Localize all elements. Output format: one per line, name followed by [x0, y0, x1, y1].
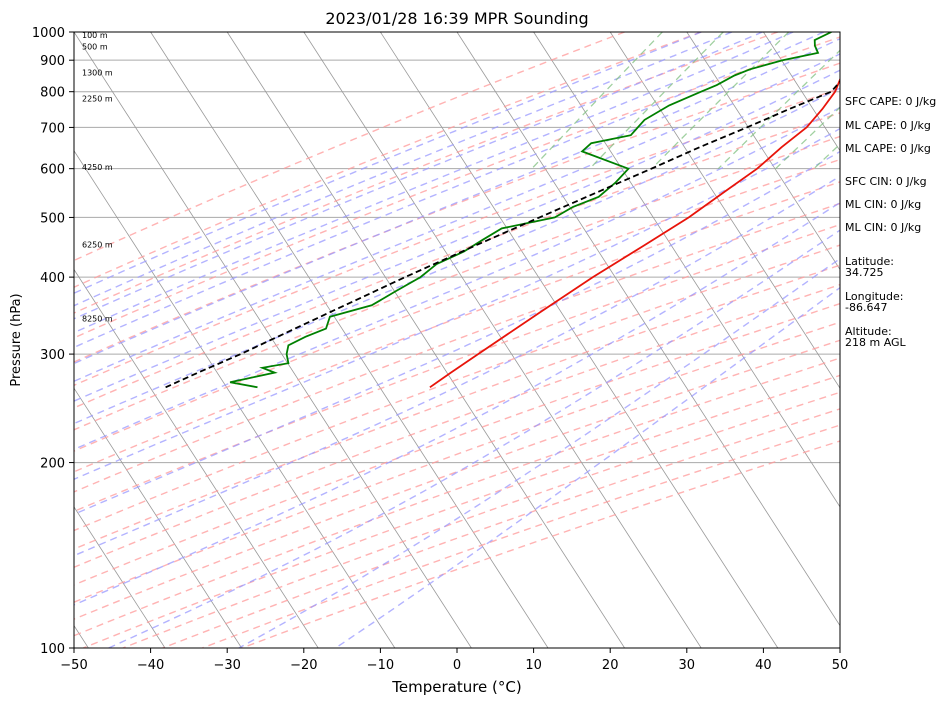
isotherm-line: [380, 32, 779, 648]
moist-adiabat-line: [74, 106, 840, 451]
mixing-ratio-line: [775, 106, 840, 170]
chart-title: 2023/01/28 16:39 MPR Sounding: [325, 9, 588, 28]
dry-adiabat-line: [74, 112, 840, 409]
sounding-stat-item: SFC CIN: 0 J/kg: [845, 175, 927, 188]
x-tick-label: −40: [137, 658, 164, 673]
y-tick-label: 900: [40, 54, 65, 69]
dewpoint-profile-line: [229, 32, 832, 389]
x-axis: −50 −40 −30 −20 −10 0 10 20 30 40 50: [60, 648, 848, 673]
dry-adiabat-line: [82, 374, 840, 648]
height-label: 4250 m: [82, 163, 113, 172]
x-tick-label: −30: [213, 658, 240, 673]
y-tick-label: 800: [40, 86, 65, 101]
height-label: 1300 m: [82, 68, 113, 77]
sounding-stat-item: ML CIN: 0 J/kg: [845, 198, 922, 211]
y-tick-label: 400: [40, 271, 65, 286]
mixing-ratio-line: [651, 32, 790, 170]
x-tick-label: 0: [453, 658, 461, 673]
y-tick-label: 100: [40, 642, 65, 657]
dry-adiabat-line: [202, 424, 840, 648]
sounding-stat-item: Longitude: -86.647: [845, 290, 904, 314]
x-tick-label: 40: [755, 658, 772, 673]
dry-adiabat-line: [74, 62, 840, 363]
y-tick-label: 200: [40, 457, 65, 472]
x-tick-label: 30: [679, 658, 696, 673]
moist-adiabat-line: [74, 32, 825, 349]
isotherm-line: [74, 149, 396, 648]
moist-adiabat-line: [335, 286, 840, 648]
moist-adiabat-line: [74, 32, 763, 320]
sounding-stat-item: Altitude: 218 m AGL: [845, 325, 906, 349]
moist-adiabat-line: [74, 150, 840, 516]
dry-adiabat-line: [74, 158, 840, 452]
sounding-stat-item: SFC CAPE: 0 J/kg: [845, 95, 937, 108]
sounding-stat-item: ML CAPE: 0 J/kg: [845, 142, 931, 155]
y-tick-label: 300: [40, 348, 65, 363]
x-tick-label: 20: [602, 658, 619, 673]
isotherm-line: [303, 32, 702, 648]
moist-adiabat-line: [74, 175, 840, 557]
x-tick-label: −20: [290, 658, 317, 673]
y-tick-label: 600: [40, 163, 65, 178]
moist-adiabat-line: [74, 69, 840, 402]
isotherm-line: [74, 387, 242, 648]
x-tick-label: −50: [60, 658, 87, 673]
y-tick-label: 700: [40, 121, 65, 136]
height-label-layer: 100 m 500 m 1300 m 2250 m 4250 m 6250 m 8250 m: [82, 31, 113, 323]
moist-adiabat-line: [74, 201, 840, 606]
dry-adiabat-line: [74, 87, 840, 387]
x-axis-title: Temperature (°C): [391, 678, 521, 696]
height-label: 8250 m: [82, 314, 113, 323]
dry-adiabat-line: [74, 32, 625, 262]
sounding-stat-item: ML CAPE: 0 J/kg: [845, 119, 931, 132]
x-tick-label: 50: [832, 658, 849, 673]
moist-adiabat-line: [74, 32, 733, 307]
sounding-stat-item: ML CIN: 0 J/kg: [845, 221, 922, 234]
dry-adiabat-line: [74, 181, 840, 473]
grid-layer: [74, 32, 840, 648]
isotherm-line: [74, 506, 166, 648]
x-tick-label: −10: [367, 658, 394, 673]
isotherm-line: [456, 32, 840, 627]
temperature-profile-line: [429, 77, 840, 389]
moist-adiabat-line: [74, 127, 840, 481]
dry-adiabat-line: [74, 36, 840, 339]
series-layer: [165, 32, 840, 389]
dry-adiabat-line: [74, 32, 779, 314]
moist-adiabat-line: [74, 87, 840, 425]
moist-adiabat-line: [74, 32, 794, 334]
x-tick-label: 10: [525, 658, 542, 673]
moist-adiabat-line: [74, 32, 702, 294]
height-label: 500 m: [82, 43, 108, 52]
isotherm-line: [226, 32, 625, 648]
sounding-stats-panel: SFC CAPE: 0 J/kg ML CAPE: 0 J/kg ML CAPE: …: [845, 0, 945, 705]
isotherm-line: [74, 268, 319, 648]
isotherm-line: [609, 32, 840, 389]
height-label: 2250 m: [82, 94, 113, 103]
y-tick-label: 1000: [32, 26, 65, 41]
y-axis-title: Pressure (hPa): [9, 293, 24, 386]
sounding-stat-item: Latitude: 34.725: [845, 255, 894, 279]
dry-adiabat-line: [162, 408, 840, 648]
dry-adiabat-line: [74, 32, 702, 288]
y-axis: 100 200 300 400 500 600 700 800 900 1000: [32, 26, 74, 657]
mixing-ratio-line: [531, 32, 663, 170]
moist-adiabat-line: [74, 53, 840, 383]
parcel-profile-line: [165, 80, 840, 389]
y-tick-label: 500: [40, 211, 65, 226]
mixing-ratio-line: [589, 32, 724, 170]
height-label: 100 m: [82, 31, 108, 40]
height-label: 6250 m: [82, 240, 113, 249]
isotherm-line: [150, 32, 549, 648]
dry-adiabat-line: [74, 357, 840, 637]
dry-adiabat-line: [74, 135, 840, 431]
